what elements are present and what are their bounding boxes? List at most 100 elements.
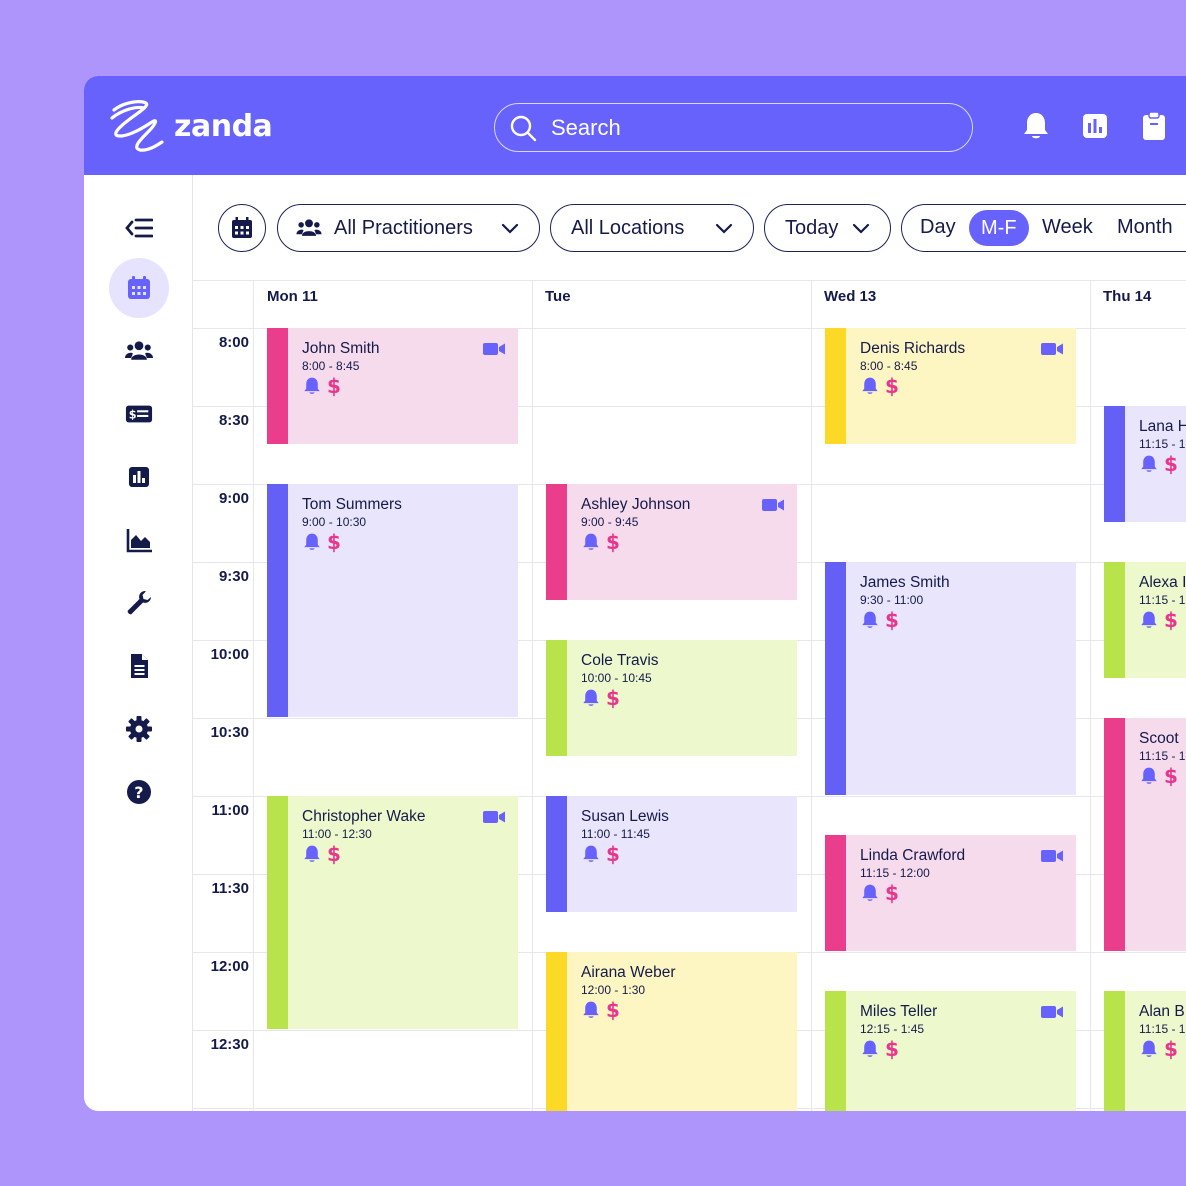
appointment-card[interactable]: Lana H 11:15 - 1 $	[1104, 406, 1186, 522]
calendar-icon	[232, 217, 252, 238]
chevron-down-icon	[501, 223, 519, 234]
appointment-client-name: Cole Travis	[581, 652, 659, 669]
date-dropdown[interactable]: Today	[764, 204, 891, 252]
tasks-button[interactable]	[1138, 110, 1170, 142]
appointment-card[interactable]: Christopher Wake 11:00 - 12:30 $	[267, 796, 518, 1029]
appointment-color-bar	[1104, 562, 1125, 678]
grid-line	[811, 280, 812, 1111]
appointment-client-name: Lana H	[1139, 418, 1186, 435]
appointment-time: 11:15 - 1	[1139, 1022, 1186, 1036]
appointment-card[interactable]: Tom Summers 9:00 - 10:30 $	[267, 484, 518, 717]
bell-icon	[304, 845, 320, 862]
appointment-color-bar	[825, 991, 846, 1111]
appointment-icons: $	[582, 532, 620, 552]
time-label: 8:00	[218, 334, 249, 351]
grid-line	[532, 280, 533, 1111]
appointment-card[interactable]: James Smith 9:30 - 11:00 $	[825, 562, 1076, 795]
logo[interactable]: zanda	[106, 96, 273, 156]
reports-button[interactable]	[1079, 110, 1111, 142]
appointment-card[interactable]: Alan B 11:15 - 1 $	[1104, 991, 1186, 1111]
date-picker-button[interactable]	[218, 204, 266, 252]
video-call-icon[interactable]	[1041, 342, 1063, 356]
time-label: 8:30	[218, 412, 249, 429]
grid-line	[253, 280, 254, 1111]
appointment-client-name: Tom Summers	[302, 496, 402, 513]
bell-icon	[1141, 455, 1157, 472]
view-day-button[interactable]: Day	[920, 216, 956, 238]
time-label: 12:00	[210, 958, 249, 975]
video-call-icon[interactable]	[1041, 1005, 1063, 1019]
appointment-time: 11:00 - 11:45	[581, 827, 650, 841]
sidebar-item-calendar[interactable]	[109, 258, 169, 318]
appointment-card[interactable]: John Smith 8:00 - 8:45 $	[267, 328, 518, 444]
sidebar-item-clients[interactable]	[109, 321, 169, 381]
video-call-icon[interactable]	[1041, 849, 1063, 863]
menu-collapse-icon	[125, 218, 153, 238]
time-label: 10:30	[210, 724, 249, 741]
appointment-color-bar	[825, 328, 846, 444]
time-label: 12:30	[210, 1036, 249, 1053]
appointment-card[interactable]: Denis Richards 8:00 - 8:45 $	[825, 328, 1076, 444]
sidebar-item-analytics[interactable]	[109, 510, 169, 570]
appointment-card[interactable]: Scoot 11:15 - 1 $	[1104, 718, 1186, 951]
appointment-card[interactable]: Miles Teller 12:15 - 1:45 $	[825, 991, 1076, 1111]
appointment-color-bar	[825, 835, 846, 951]
sidebar-item-documents[interactable]	[109, 636, 169, 696]
sidebar-item-reports[interactable]	[109, 447, 169, 507]
notifications-button[interactable]	[1020, 110, 1052, 142]
document-icon	[131, 654, 148, 678]
appointment-card[interactable]: Cole Travis 10:00 - 10:45 $	[546, 640, 797, 756]
appointment-card[interactable]: Susan Lewis 11:00 - 11:45 $	[546, 796, 797, 912]
zanda-logo-icon	[110, 100, 164, 152]
appointment-time: 11:15 - 1	[1139, 593, 1186, 607]
appointment-icons: $	[861, 376, 899, 396]
appointment-card[interactable]: Ashley Johnson 9:00 - 9:45 $	[546, 484, 797, 600]
view-week-button[interactable]: Week	[1042, 216, 1093, 238]
appointment-time: 9:00 - 9:45	[581, 515, 639, 529]
appointment-icons: $	[303, 532, 341, 552]
view-month-button[interactable]: Month	[1117, 216, 1173, 238]
time-label: 11:30	[211, 880, 249, 897]
view-mf-button[interactable]: M-F	[969, 210, 1029, 246]
appointment-time: 9:00 - 10:30	[302, 515, 367, 529]
bell-icon	[1024, 113, 1048, 139]
sidebar: $	[84, 175, 193, 1111]
appointment-client-name: Alexa I	[1139, 574, 1186, 591]
appointment-client-name: Alan B	[1139, 1003, 1185, 1020]
sidebar-item-billing[interactable]: $	[109, 384, 169, 444]
sidebar-item-settings[interactable]	[109, 699, 169, 759]
search-icon	[510, 115, 537, 141]
appointment-card[interactable]: Linda Crawford 11:15 - 12:00 $	[825, 835, 1076, 951]
bell-icon	[862, 884, 878, 901]
billing-icon: $	[125, 405, 153, 423]
view-switcher: Day M-F Week Month	[901, 204, 1186, 252]
practitioners-dropdown[interactable]: All Practitioners	[277, 204, 540, 252]
sidebar-item-tools[interactable]	[109, 573, 169, 633]
appointment-color-bar	[267, 796, 288, 1029]
sidebar-item-help[interactable]: ?	[109, 762, 169, 822]
practitioners-label: All Practitioners	[334, 216, 473, 239]
grid-line	[193, 406, 1186, 407]
payment-icon: $	[885, 1037, 899, 1061]
video-call-icon[interactable]	[762, 498, 784, 512]
chevron-down-icon	[852, 223, 870, 234]
video-call-icon[interactable]	[483, 342, 505, 356]
appointment-color-bar	[267, 484, 288, 717]
day-header-wed: Wed 13	[824, 288, 877, 305]
locations-dropdown[interactable]: All Locations	[550, 204, 754, 252]
payment-icon: $	[606, 998, 620, 1022]
grid-line	[193, 280, 1186, 281]
appointment-color-bar	[1104, 406, 1125, 522]
appointment-card[interactable]: Alexa I 11:15 - 1 $	[1104, 562, 1186, 678]
menu-collapse-button[interactable]	[109, 198, 169, 258]
appointment-client-name: Linda Crawford	[860, 847, 966, 864]
search-bar[interactable]	[494, 103, 973, 152]
payment-icon: $	[1164, 608, 1178, 632]
appointment-client-name: Scoot	[1139, 730, 1179, 747]
chart-icon	[129, 467, 149, 487]
bell-icon	[1141, 767, 1157, 784]
video-call-icon[interactable]	[483, 810, 505, 824]
appointment-card[interactable]: Airana Weber 12:00 - 1:30 $	[546, 952, 797, 1111]
appointment-color-bar	[1104, 991, 1125, 1111]
search-input[interactable]	[551, 114, 931, 141]
